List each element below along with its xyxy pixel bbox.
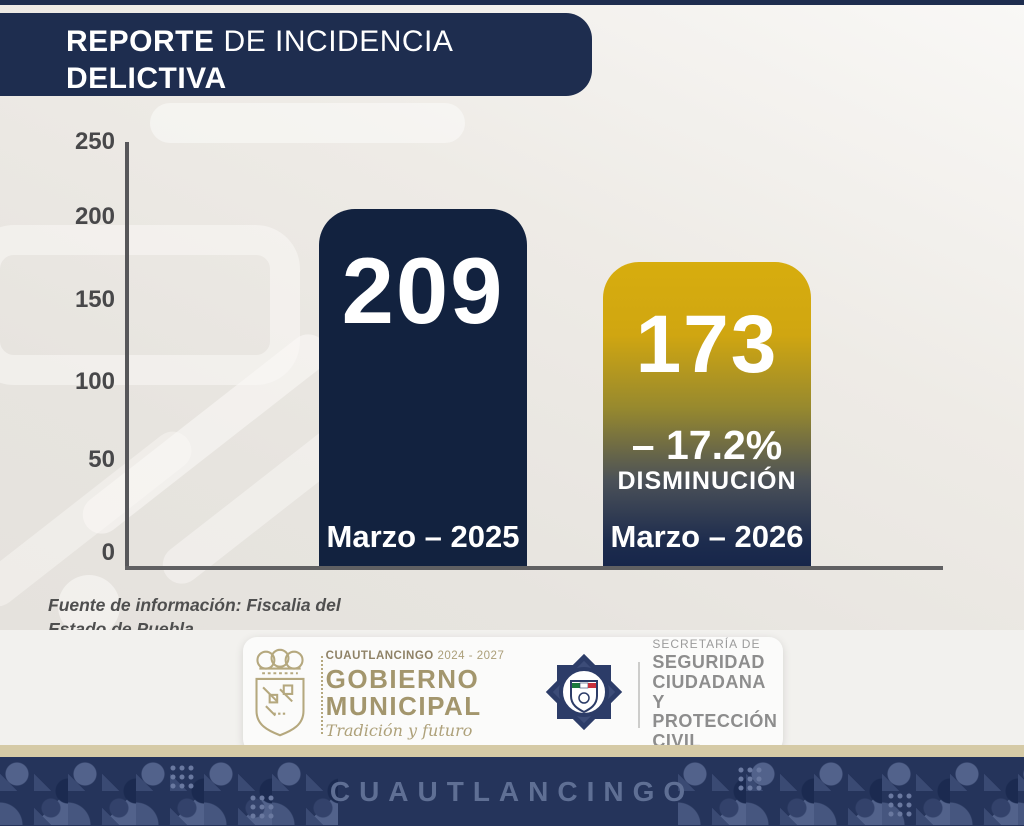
- secretaria-line1: SEGURIDAD: [652, 652, 765, 673]
- report-title-regular: DE INCIDENCIA: [223, 25, 454, 58]
- y-axis-line: [125, 142, 129, 570]
- mosaic-dot-grid: [170, 765, 196, 791]
- municipal-gov-line2: MUNICIPAL: [325, 691, 482, 722]
- bar-category-2026: Marzo – 2026: [610, 519, 804, 554]
- delta-word-label: DISMINUCIÓN: [617, 467, 797, 495]
- x-axis-line: [125, 566, 943, 570]
- municipal-gov-line1: GOBIERNO: [325, 663, 480, 694]
- mosaic-pattern-right: [678, 757, 1024, 826]
- y-tick-0: 0: [101, 539, 115, 566]
- bar-marzo-2025: 209 Marzo – 2025: [319, 209, 527, 566]
- source-line1: Fuente de información: Fiscalia del: [48, 595, 341, 615]
- municipal-years: 2024 - 2027: [437, 650, 505, 663]
- mosaic-pattern-left: [0, 757, 338, 826]
- municipal-logo-divider: [320, 656, 323, 734]
- top-accent-strip: [0, 0, 1024, 5]
- mosaic-dot-grid: [738, 767, 764, 793]
- watermark-shape: [75, 326, 335, 542]
- bar-marzo-2026: 173 – 17.2% DISMINUCIÓN Marzo – 2026: [603, 262, 811, 566]
- police-star-icon: [540, 648, 628, 741]
- city-name-label: CUAUTLANCINGO: [329, 776, 695, 807]
- y-tick-250: 250: [74, 128, 115, 155]
- secretaria-line2: CIUDADANA: [652, 671, 766, 692]
- municipal-crest-wrap: [249, 647, 326, 744]
- report-title-line2: DELICTIVA: [66, 61, 227, 95]
- secretaria-line3: Y PROTECCIÓN: [652, 691, 778, 732]
- municipal-brand: CUAUTLANCINGO: [325, 650, 434, 663]
- logo-band: CUAUTLANCINGO 2024 - 2027 GOBIERNO MUNIC…: [0, 630, 1024, 753]
- bottom-band: CUAUTLANCINGO: [0, 757, 1024, 826]
- watermark-shape: [150, 103, 465, 143]
- y-tick-200: 200: [74, 203, 115, 230]
- tan-accent-strip: [0, 745, 1024, 757]
- y-tick-150: 150: [74, 286, 115, 313]
- delta-percent-label: – 17.2%: [631, 422, 783, 468]
- bar-category-2025: Marzo – 2025: [326, 519, 520, 554]
- mosaic-dot-grid: [250, 795, 276, 821]
- chart-section: REPORTE DE INCIDENCIA DELICTIVA 250 200 1…: [0, 0, 1024, 639]
- y-tick-100: 100: [74, 368, 115, 395]
- municipal-crest-icon: [249, 647, 311, 744]
- secretaria-pre: SECRETARÍA DE: [652, 636, 761, 651]
- municipal-brand-line: CUAUTLANCINGO 2024 - 2027: [325, 650, 505, 663]
- bar-value-2025: 209: [341, 238, 505, 343]
- municipal-logo-text: CUAUTLANCINGO 2024 - 2027 GOBIERNO MUNIC…: [325, 650, 505, 740]
- report-title-line1: REPORTE DE INCIDENCIA: [66, 24, 592, 61]
- report-title-banner: REPORTE DE INCIDENCIA DELICTIVA: [0, 13, 592, 96]
- secretaria-logo-divider: [638, 661, 641, 728]
- logo-card: CUAUTLANCINGO 2024 - 2027 GOBIERNO MUNIC…: [243, 637, 783, 753]
- municipal-tagline: Tradición y futuro: [325, 720, 473, 740]
- report-title-bold: REPORTE: [66, 25, 215, 58]
- municipal-logo-group: CUAUTLANCINGO 2024 - 2027 GOBIERNO MUNIC…: [249, 647, 505, 744]
- secretaria-logo-text: SECRETARÍA DE SEGURIDAD CIUDADANA Y PROT…: [652, 636, 778, 752]
- mosaic-dot-grid: [888, 793, 914, 819]
- y-tick-50: 50: [88, 446, 115, 473]
- secretaria-logo-group: SECRETARÍA DE SEGURIDAD CIUDADANA Y PROT…: [540, 636, 778, 752]
- bar-value-2026: 173: [635, 299, 779, 390]
